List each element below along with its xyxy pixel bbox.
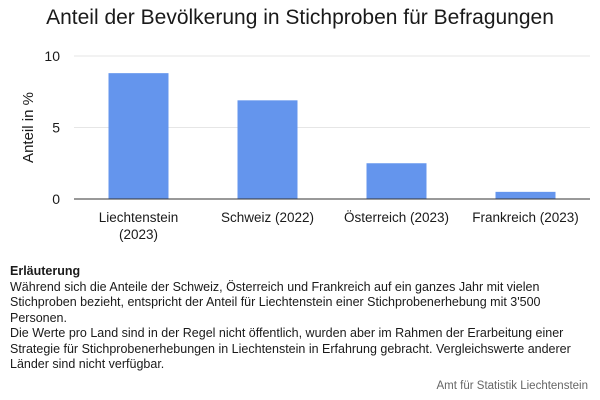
bar <box>366 163 427 199</box>
bar <box>495 191 556 199</box>
x-tick-label: Österreich (2023) <box>344 210 449 225</box>
y-axis-label: Anteil in % <box>20 92 37 163</box>
y-tick-label: 0 <box>52 191 60 207</box>
source-credit: Amt für Statistik Liechtenstein <box>436 380 588 392</box>
x-tick-label: Frankreich (2023) <box>472 210 579 225</box>
note-heading: Erläuterung <box>10 264 81 278</box>
chart-title: Anteil der Bevölkerung in Stichproben fü… <box>46 6 554 29</box>
x-tick-label: Liechtenstein (2023) <box>99 210 179 242</box>
x-tick-label: Schweiz (2022) <box>221 210 314 225</box>
explanation-note: Erläuterung Während sich die Anteile der… <box>10 264 590 373</box>
bar <box>237 100 298 199</box>
bar-chart: 0 5 10 Liechtenstein (2023) Schweiz (2022) Öst… <box>20 48 590 242</box>
note-paragraph-1: Während sich die Anteile der Schweiz, Ös… <box>10 279 541 325</box>
y-tick-label: 10 <box>44 48 60 64</box>
y-tick-label: 5 <box>52 120 60 136</box>
bar <box>108 73 169 199</box>
note-paragraph-2: Die Werte pro Land sind in der Regel nic… <box>10 326 571 371</box>
